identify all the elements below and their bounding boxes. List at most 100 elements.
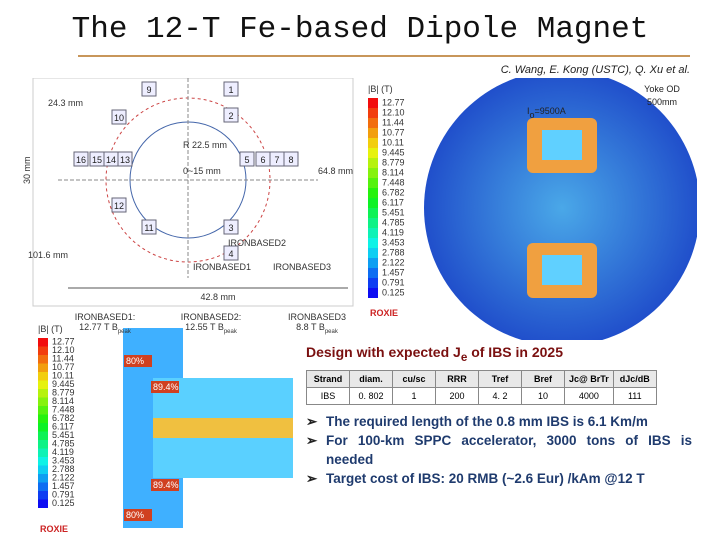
- colorbar-swatch: [368, 198, 378, 208]
- yoke-label: Yoke OD: [644, 84, 680, 94]
- table-cell: 111: [612, 387, 657, 405]
- colorbar-value: 0.125: [382, 288, 405, 298]
- colorbar-value: 3.453: [382, 238, 405, 248]
- colorbar-swatch: [38, 465, 48, 474]
- coil-number: 13: [120, 155, 130, 165]
- colorbar-value: 2.788: [382, 248, 405, 258]
- colorbar-swatch: [38, 448, 48, 457]
- design-heading: Design with expected Je of IBS in 2025: [306, 344, 563, 364]
- header-cell: cu/sc: [392, 370, 436, 388]
- coil-block: [223, 219, 239, 235]
- parameter-table: Strand diam. cu/sc RRR Tref Bref Jc@ BrTr dJc/d…: [306, 370, 657, 405]
- dimension-label: 42.8 mm: [200, 292, 235, 302]
- colorbar-value: 2.788: [52, 464, 75, 474]
- coil-number: 7: [274, 155, 279, 165]
- peak-name: IRONBASED1:: [74, 312, 136, 322]
- colorbar-value: 4.119: [382, 228, 404, 238]
- colorbar-value: 4.119: [52, 447, 74, 457]
- coil-number: 5: [244, 155, 249, 165]
- colorbar-value: 6.117: [382, 198, 404, 208]
- colorbar-value: 10.11: [382, 138, 404, 148]
- peak-sub: peak: [324, 328, 338, 335]
- colorbar-swatch: [368, 128, 378, 138]
- colorbar-value: 0.791: [382, 278, 405, 288]
- header-cell: Tref: [478, 370, 522, 388]
- coil-block: [73, 151, 89, 167]
- percentage: 80%: [126, 510, 144, 520]
- header-cell: Strand: [306, 370, 350, 388]
- colorbar-swatch: [368, 268, 378, 278]
- colorbar-swatch: [368, 98, 378, 108]
- colorbar-value: 12.77: [52, 336, 75, 346]
- heading-text: Design with expected J: [306, 344, 461, 360]
- colorbar-swatch: [38, 423, 48, 432]
- colorbar-unit: |B| (T): [368, 84, 393, 94]
- current-part: I: [527, 106, 530, 116]
- colorbar-swatch: [38, 346, 48, 355]
- colorbar-swatch: [368, 238, 378, 248]
- colorbar-value: 8.114: [52, 396, 74, 406]
- percentage: 80%: [126, 356, 144, 366]
- peak-label: IRONBASED3 8.8 T Bpeak: [264, 312, 370, 335]
- table-cell: 0. 802: [349, 387, 393, 405]
- colorbar-swatch: [38, 457, 48, 466]
- coil-field-map: |B| (T) 12.7712.1011.4410.7710.119.4458.7…: [38, 324, 293, 534]
- coil-bottom-inner: [542, 255, 582, 285]
- coil-number: 6: [260, 155, 265, 165]
- colorbar-swatch: [38, 355, 48, 364]
- dimension-label: 30 mm: [22, 156, 32, 184]
- colorbar-value: 2.122: [52, 472, 75, 482]
- peak-sub: peak: [223, 328, 237, 335]
- table-cell: 4000: [564, 387, 614, 405]
- colorbar-swatch: [368, 248, 378, 258]
- coil-block: [141, 219, 157, 235]
- colorbar-swatch: [368, 288, 378, 298]
- current-part: =9500A: [535, 106, 566, 116]
- title-rule: [78, 55, 690, 57]
- subscript: e: [460, 350, 468, 364]
- colorbar-swatch: [368, 178, 378, 188]
- colorbar-value: 8.779: [52, 387, 75, 397]
- yoke-label: 500mm: [647, 97, 677, 107]
- bullet: For 100-km SPPC accelerator, 3000 tons o…: [306, 431, 692, 469]
- coil-number: 3: [228, 223, 233, 233]
- coil-number: 15: [92, 155, 102, 165]
- peak-sub: peak: [117, 328, 131, 335]
- coil-block: [141, 81, 157, 97]
- dimension-label: 0~15 mm: [183, 166, 221, 176]
- coil-top-inner: [542, 130, 582, 160]
- coil-block: [111, 109, 127, 125]
- colorbar-value: 3.453: [52, 455, 75, 465]
- colorbar-value: 4.785: [382, 218, 405, 228]
- peak-name: IRONBASED3: [287, 312, 347, 322]
- colorbar-swatch: [38, 363, 48, 372]
- colorbar-swatch: [368, 188, 378, 198]
- roxie-logo: ROXIE: [40, 524, 68, 534]
- peak-value: 12.77 T Bpeak: [52, 322, 158, 335]
- percentage: 89.4%: [153, 480, 179, 490]
- title: The 12-T Fe-based Dipole Magnet: [71, 12, 649, 47]
- colorbar-swatch: [368, 148, 378, 158]
- colorbar-swatch: [368, 138, 378, 148]
- peak-label: IRONBASED2: 12.55 T Bpeak: [158, 312, 264, 335]
- colorbar-value: 8.114: [382, 168, 404, 178]
- colorbar-swatch: [38, 414, 48, 423]
- colorbar-value: 7.448: [382, 178, 405, 188]
- dimension-label: R 22.5 mm: [183, 140, 227, 150]
- coil-number: 16: [76, 155, 86, 165]
- peak-text: 12.55 T B: [185, 322, 224, 332]
- coil-number: 8: [288, 155, 293, 165]
- colorbar-swatch: [368, 228, 378, 238]
- table-cell: 4. 2: [478, 387, 522, 405]
- colorbar-swatch: [38, 482, 48, 491]
- colorbar-value: 6.782: [382, 188, 405, 198]
- header-cell: Jc@ BrTr: [564, 370, 614, 388]
- coil-block: [239, 151, 255, 167]
- table-row: IBS 0. 802 1 200 4. 2 10 4000 111: [306, 387, 657, 405]
- hot-band: [153, 418, 293, 438]
- coil-number: 2: [228, 111, 233, 121]
- colorbar-value: 12.77: [382, 98, 405, 108]
- part-label: IRONBASED2: [228, 238, 286, 248]
- colorbar-value: 10.77: [52, 362, 75, 372]
